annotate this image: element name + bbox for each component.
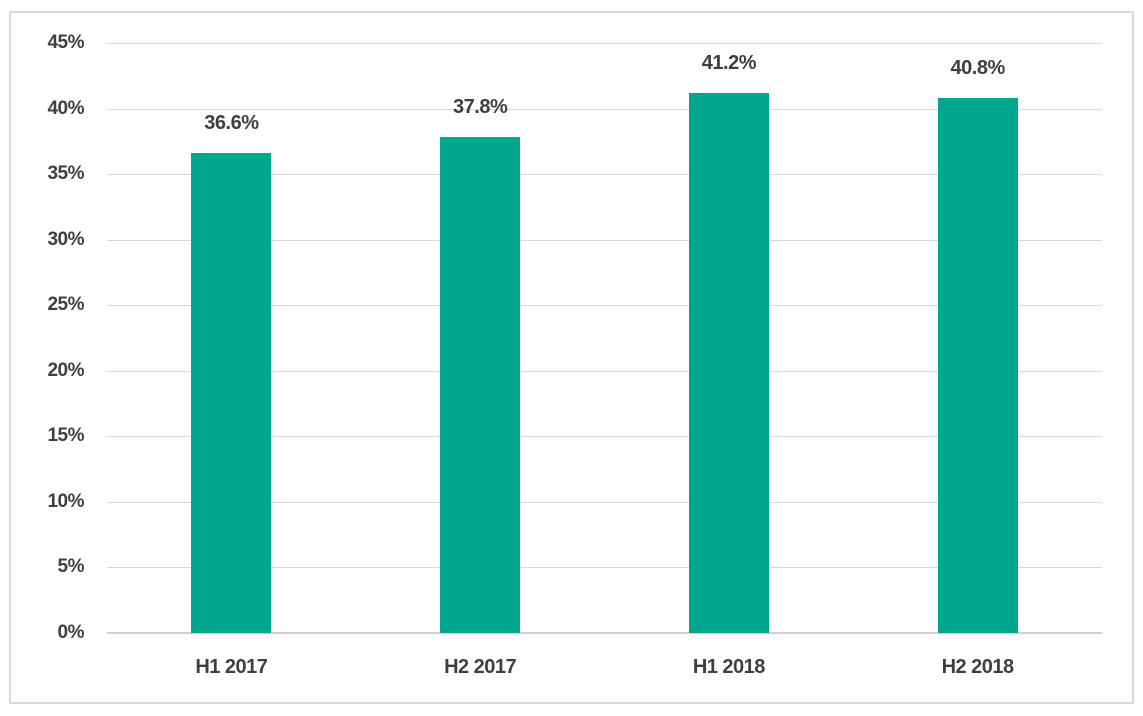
y-tick-label: 0%: [57, 622, 85, 643]
gridline: [107, 370, 1102, 372]
bar-h1-2018: [688, 92, 769, 633]
bar-value-label: 37.8%: [453, 96, 508, 119]
bar-h2-2017: [440, 137, 521, 633]
gridline: [107, 567, 1102, 569]
gridline: [107, 501, 1102, 503]
x-tick-label-h2-2017: H2 2017: [444, 656, 517, 678]
gridline: [107, 239, 1102, 241]
gridline: [107, 108, 1102, 110]
y-tick-label: 10%: [47, 490, 84, 512]
bar-value-label: 40.8%: [950, 57, 1006, 80]
y-tick-label: 30%: [47, 228, 84, 250]
bar-h2-2018: [937, 98, 1018, 633]
y-tick-label: 40%: [47, 97, 84, 119]
y-tick-label: 35%: [47, 163, 84, 185]
x-tick-label-h1-2017: H1 2017: [195, 656, 268, 678]
y-tick-label: 25%: [47, 294, 84, 316]
bar-value-label: 41.2%: [701, 51, 757, 74]
y-tick-label: 5%: [57, 556, 85, 578]
x-tick-label-h2-2018: H2 2018: [941, 656, 1015, 678]
gridline: [107, 43, 1102, 44]
x-axis-line: [107, 632, 1102, 634]
gridline: [107, 174, 1102, 176]
y-tick-label: 20%: [47, 359, 84, 381]
gridline: [107, 436, 1102, 438]
bar-h1-2017: [191, 153, 272, 633]
y-tick-label: 45%: [47, 32, 84, 53]
x-tick-label-h1-2018: H1 2018: [692, 656, 766, 678]
gridline: [107, 305, 1102, 307]
y-tick-label: 15%: [47, 425, 84, 447]
bar-value-label: 36.6%: [204, 112, 259, 135]
